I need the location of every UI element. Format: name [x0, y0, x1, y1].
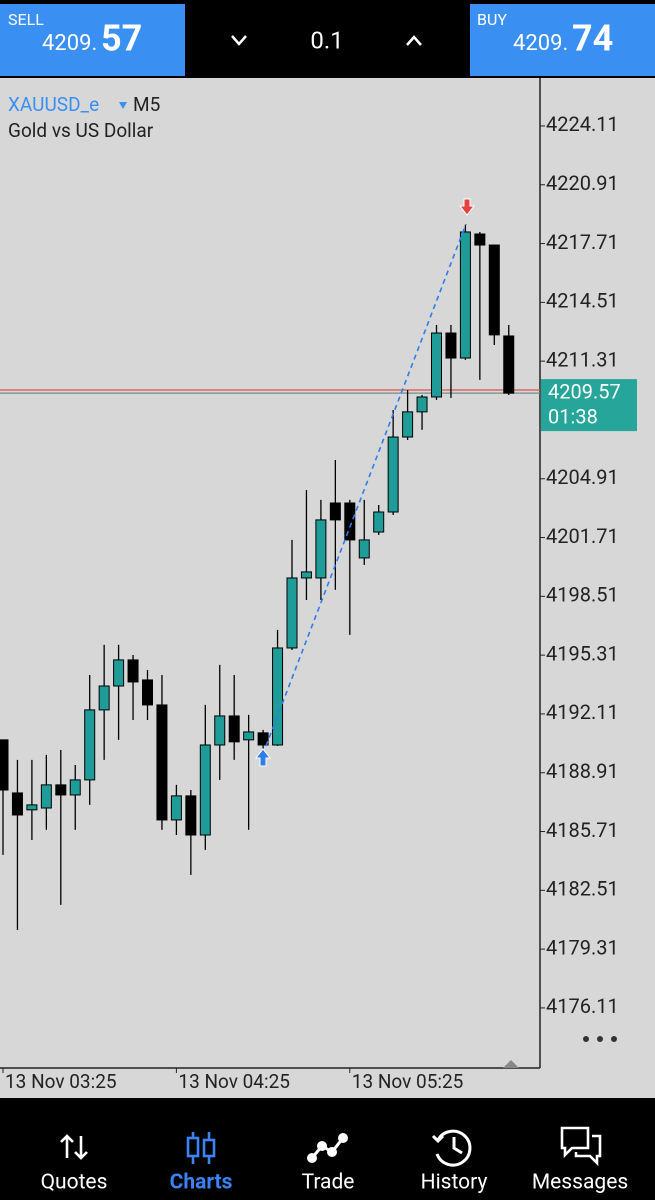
menu-dot[interactable]	[611, 1036, 617, 1042]
candle-body	[243, 731, 255, 741]
candle-body	[84, 709, 96, 781]
candle-body	[416, 396, 428, 413]
candle-body	[170, 795, 182, 821]
sell-price-prefix: 4209.	[42, 31, 97, 56]
candle-body	[127, 659, 139, 683]
y-tick-label: 4182.51	[546, 877, 619, 901]
nav-icon-messages	[560, 1126, 602, 1167]
x-tick-label: 13 Nov 04:25	[178, 1070, 290, 1093]
nav-icon-history	[431, 1129, 472, 1167]
price-tag-value: 4209.57	[548, 379, 621, 403]
candle-body	[55, 784, 67, 796]
sell-marker	[458, 198, 476, 216]
description: Gold vs US Dollar	[8, 119, 154, 142]
buy-button[interactable]	[470, 4, 655, 76]
buy-price-suffix: 74	[572, 18, 613, 60]
candle-body	[0, 739, 9, 791]
chart-bg	[0, 78, 655, 1098]
y-tick-label: 4201.71	[546, 524, 619, 548]
nav-items: Quotes Charts Trade History Messages	[41, 1171, 629, 1195]
plot: 4224.11 4220.91 4217.71 4214.51 4211.31 4204.…	[0, 112, 637, 1093]
symbol[interactable]: XAUUSD_e	[8, 93, 99, 116]
volume[interactable]: 0.1	[310, 26, 343, 54]
candle-body	[329, 502, 341, 521]
volume-up[interactable]	[406, 35, 422, 46]
candle-body	[142, 679, 153, 706]
y-tick-label: 4188.91	[546, 759, 619, 783]
candle-body	[358, 539, 370, 559]
nav-icon-trade	[307, 1133, 348, 1163]
sell-button[interactable]	[0, 4, 185, 76]
nav-label[interactable]: History	[421, 1171, 488, 1195]
candle-body	[113, 659, 125, 687]
candle-body	[156, 704, 168, 821]
candle-body	[474, 233, 486, 246]
candle-body	[199, 744, 211, 836]
y-tick-label: 4224.11	[546, 112, 619, 136]
y-tick-label: 4185.71	[546, 818, 619, 842]
volume-down[interactable]	[231, 35, 247, 46]
x-tick-label: 13 Nov 05:25	[352, 1070, 464, 1093]
y-tick-label: 4192.11	[546, 700, 619, 724]
candle-body	[503, 335, 515, 394]
candle-body	[11, 792, 23, 816]
price-tag-countdown: 01:38	[548, 404, 598, 428]
candle-body	[40, 784, 52, 809]
y-tick-label: 4217.71	[546, 230, 619, 254]
candle-body	[344, 502, 356, 541]
candle-body	[488, 244, 500, 336]
nav-label[interactable]: Charts	[170, 1171, 233, 1195]
candle-body	[431, 332, 442, 398]
y-tick-label: 4176.11	[546, 994, 619, 1018]
candle-body	[228, 715, 240, 743]
symbol-dropdown[interactable]	[119, 102, 127, 109]
candle-body	[257, 732, 269, 746]
menu-dot[interactable]	[583, 1036, 589, 1042]
y-tick-label: 4211.31	[546, 347, 619, 371]
candle-body	[69, 779, 81, 796]
buy-price-prefix: 4209.	[513, 31, 568, 56]
nav-label[interactable]: Quotes	[41, 1171, 108, 1195]
candle-body	[286, 577, 298, 649]
sell-price-suffix: 57	[101, 18, 142, 60]
y-tick-label: 4214.51	[546, 289, 619, 313]
candle-body	[459, 231, 471, 359]
x-tick-label: 13 Nov 03:25	[5, 1070, 117, 1093]
sell-label: SELL	[8, 10, 44, 29]
nav-icon-charts	[186, 1132, 216, 1164]
buy-label: BUY	[477, 10, 507, 29]
candle-body	[387, 436, 399, 513]
candle-body	[214, 715, 226, 746]
candle-body	[300, 571, 312, 579]
nav-icon-quotes	[60, 1134, 88, 1160]
candle-body	[373, 511, 385, 533]
y-tick-label: 4204.91	[546, 465, 619, 489]
candle-body	[98, 685, 110, 711]
timeframe[interactable]: M5	[133, 93, 160, 116]
y-tick-label: 4220.91	[546, 171, 619, 195]
candle-body	[185, 795, 197, 836]
y-tick-label: 4198.51	[546, 583, 619, 607]
candle-body	[272, 647, 284, 746]
y-tick-label: 4179.31	[546, 935, 619, 959]
nav-label[interactable]: Trade	[302, 1171, 355, 1195]
candle-body	[315, 519, 327, 579]
price-tag	[541, 379, 637, 432]
menu-dot[interactable]	[597, 1036, 603, 1042]
y-tick-label: 4195.31	[546, 641, 619, 665]
candle-body	[26, 804, 38, 811]
scroll-handle[interactable]	[503, 1060, 519, 1068]
trade-line	[265, 223, 467, 747]
candle-body	[402, 411, 414, 438]
buy-marker	[254, 748, 272, 767]
candle-body	[445, 332, 457, 359]
nav-label[interactable]: Messages	[532, 1171, 628, 1195]
